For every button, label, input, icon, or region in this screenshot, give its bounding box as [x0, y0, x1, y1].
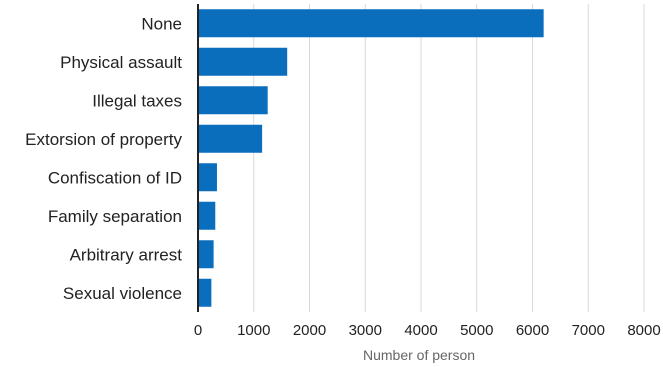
- gridlines: [253, 4, 645, 312]
- bar-arbitrary-arrest: [198, 240, 214, 269]
- x-tick-label: 2000: [293, 322, 326, 339]
- x-tick-label: 8000: [627, 322, 660, 339]
- bar-physical-assault: [198, 47, 288, 76]
- category-label: Family separation: [48, 207, 182, 226]
- x-tick-label: 6000: [516, 322, 549, 339]
- category-labels: None Physical assault Illegal taxes Extorsi…: [25, 14, 182, 303]
- bar-family-separation: [198, 201, 216, 230]
- bars: [198, 9, 544, 307]
- x-tick-labels: 0 1000 2000 3000 4000 5000 6000 7000 8000: [194, 322, 661, 339]
- x-tick-label: 4000: [404, 322, 437, 339]
- bar-illegal-taxes: [198, 86, 268, 115]
- category-label: Sexual violence: [63, 284, 182, 303]
- x-tick-label: 0: [194, 322, 202, 339]
- x-tick-label: 7000: [572, 322, 605, 339]
- x-axis-title: Number of person: [363, 347, 475, 363]
- category-label: Confiscation of ID: [48, 168, 182, 187]
- category-label: Physical assault: [60, 53, 182, 72]
- bar-none: [198, 9, 544, 38]
- bar-confiscation-of-id: [198, 163, 217, 192]
- category-label: None: [141, 14, 182, 33]
- x-tick-label: 1000: [237, 322, 270, 339]
- x-tick-label: 3000: [349, 322, 382, 339]
- category-label: Arbitrary arrest: [70, 245, 183, 264]
- bar-sexual-violence: [198, 278, 212, 307]
- x-tick-label: 5000: [460, 322, 493, 339]
- category-label: Extorsion of property: [25, 130, 182, 149]
- category-label: Illegal taxes: [92, 91, 182, 110]
- bar-extorsion-of-property: [198, 124, 263, 153]
